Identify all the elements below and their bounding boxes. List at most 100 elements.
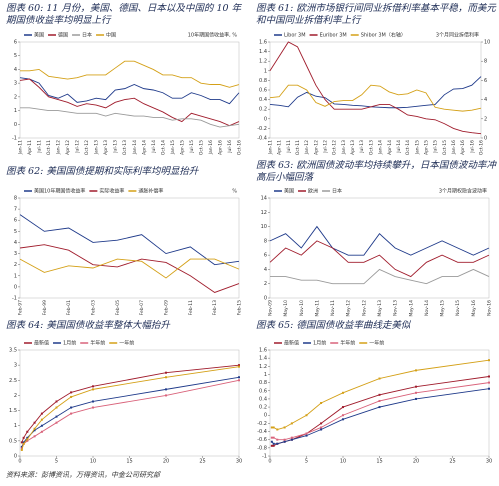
point <box>40 430 43 433</box>
y-tick-label: 3 <box>14 363 17 369</box>
point <box>33 421 36 424</box>
y-tick-label: 2 <box>264 281 267 287</box>
y-tick-label: 0.4 <box>259 97 267 103</box>
point <box>238 365 240 368</box>
y2-tick-label: 6 <box>484 78 487 84</box>
series-line <box>270 268 490 285</box>
point <box>55 406 58 409</box>
x-tick-label: Jul-14 <box>151 140 157 154</box>
x-tick-label: 20 <box>413 459 419 465</box>
y-tick-label: 1.6 <box>259 40 267 46</box>
x-tick-label: 0 <box>18 459 21 465</box>
point <box>378 377 381 380</box>
y-tick-label: 1 <box>14 423 17 429</box>
y-tick-label: 0 <box>14 454 17 460</box>
series-line <box>19 214 240 266</box>
point <box>415 391 417 394</box>
y-axis-label: % <box>232 189 237 195</box>
x-tick-label: Feb-01 <box>66 300 72 315</box>
x-tick-label: Oct-13 <box>368 140 374 155</box>
x-tick-label: Oct-12 <box>84 140 90 155</box>
point <box>270 440 273 443</box>
y-tick-label: 0.8 <box>259 78 267 84</box>
point <box>305 432 308 435</box>
x-tick-label: Jan-11 <box>18 140 24 155</box>
legend-label: Euribor 3M <box>320 33 347 39</box>
series-line <box>19 244 240 293</box>
x-tick-label: Nov-11 <box>330 300 336 316</box>
chart-caption: 图表 63: 欧洲国债波动率均持续攀升，日本国债波动率冲高后小幅回落 <box>256 160 496 183</box>
point <box>283 438 286 441</box>
x-tick-label: Nov-16 <box>487 300 493 316</box>
legend-label: 1月前 <box>63 340 76 347</box>
point <box>22 442 25 445</box>
y-tick-label: 0 <box>264 116 267 122</box>
point <box>488 359 490 362</box>
y-tick-label: 7 <box>14 207 17 213</box>
point <box>55 400 58 403</box>
x-tick-label: Oct-14 <box>405 140 411 155</box>
y-tick-label: 0 <box>264 413 267 419</box>
point <box>290 436 293 439</box>
point <box>488 387 490 390</box>
y-tick-label: -0.2 <box>257 126 267 132</box>
point <box>342 414 344 417</box>
point <box>270 436 273 439</box>
chart-caption: 图表 62: 美国国债提期和实际利率均明显抬升 <box>6 166 199 177</box>
y-tick-label: -1 <box>12 296 17 302</box>
legend-label: 半年前 <box>340 340 355 347</box>
x-tick-label: Apr-15 <box>423 140 429 155</box>
y2-tick-label: 2 <box>484 116 487 122</box>
y-tick-label: -0.2 <box>257 421 267 427</box>
x-tick-label: 0 <box>268 459 271 465</box>
y-tick-label: 0.8 <box>259 380 267 386</box>
y-tick-label: 0.6 <box>259 88 267 94</box>
point <box>238 379 240 382</box>
x-tick-label: Nov-10 <box>299 300 305 316</box>
point <box>238 376 240 379</box>
y-tick-label: 1 <box>264 372 267 378</box>
x-tick-label: Oct-15 <box>198 140 204 155</box>
legend-label: 最新值 <box>34 340 49 347</box>
y-tick-label: 0.6 <box>259 388 267 394</box>
y-tick-label: 1.4 <box>259 356 267 362</box>
x-tick-label: 25 <box>449 459 455 465</box>
x-tick-label: May-16 <box>471 300 477 317</box>
x-tick-label: Jan-11 <box>268 140 274 155</box>
y-tick-label: 0.5 <box>9 438 17 444</box>
point <box>20 448 23 451</box>
legend-label: 美国 <box>284 188 294 195</box>
y-tick-label: 0.2 <box>259 107 267 113</box>
y-tick-label: 6 <box>14 40 17 46</box>
series-line <box>19 77 240 105</box>
y-tick-label: -0.8 <box>257 445 267 451</box>
series-line <box>269 84 482 112</box>
y-tick-label: 1.5 <box>9 408 17 414</box>
x-tick-label: Oct-16 <box>237 140 243 155</box>
y-tick-label: 1 <box>264 68 267 74</box>
point <box>272 436 275 439</box>
x-tick-label: Jul-16 <box>469 140 475 154</box>
legend-label: Shibor 3M（右轴） <box>361 32 406 39</box>
x-tick-label: Oct-12 <box>332 140 338 155</box>
point <box>378 406 381 409</box>
x-tick-label: Jan-16 <box>208 140 214 155</box>
y-tick-label: 3.5 <box>9 348 17 354</box>
point <box>272 442 275 445</box>
x-tick-label: Feb-03 <box>91 300 97 315</box>
x-tick-label: Jan-16 <box>451 140 457 155</box>
point <box>165 394 167 397</box>
y-tick-label: -0.4 <box>257 429 267 435</box>
legend-label: 美国 <box>34 32 44 39</box>
plot-frame <box>19 41 240 139</box>
legend-label: 一年前 <box>369 340 384 347</box>
point <box>92 388 94 391</box>
x-tick-label: Jul-16 <box>227 140 233 154</box>
point <box>55 415 58 418</box>
point <box>276 428 279 431</box>
x-tick-label: Feb-11 <box>188 300 194 315</box>
point <box>165 371 167 374</box>
x-tick-label: Apr-12 <box>313 140 319 155</box>
x-tick-label: Nov-13 <box>393 300 399 316</box>
y-tick-label: 1 <box>14 273 17 279</box>
